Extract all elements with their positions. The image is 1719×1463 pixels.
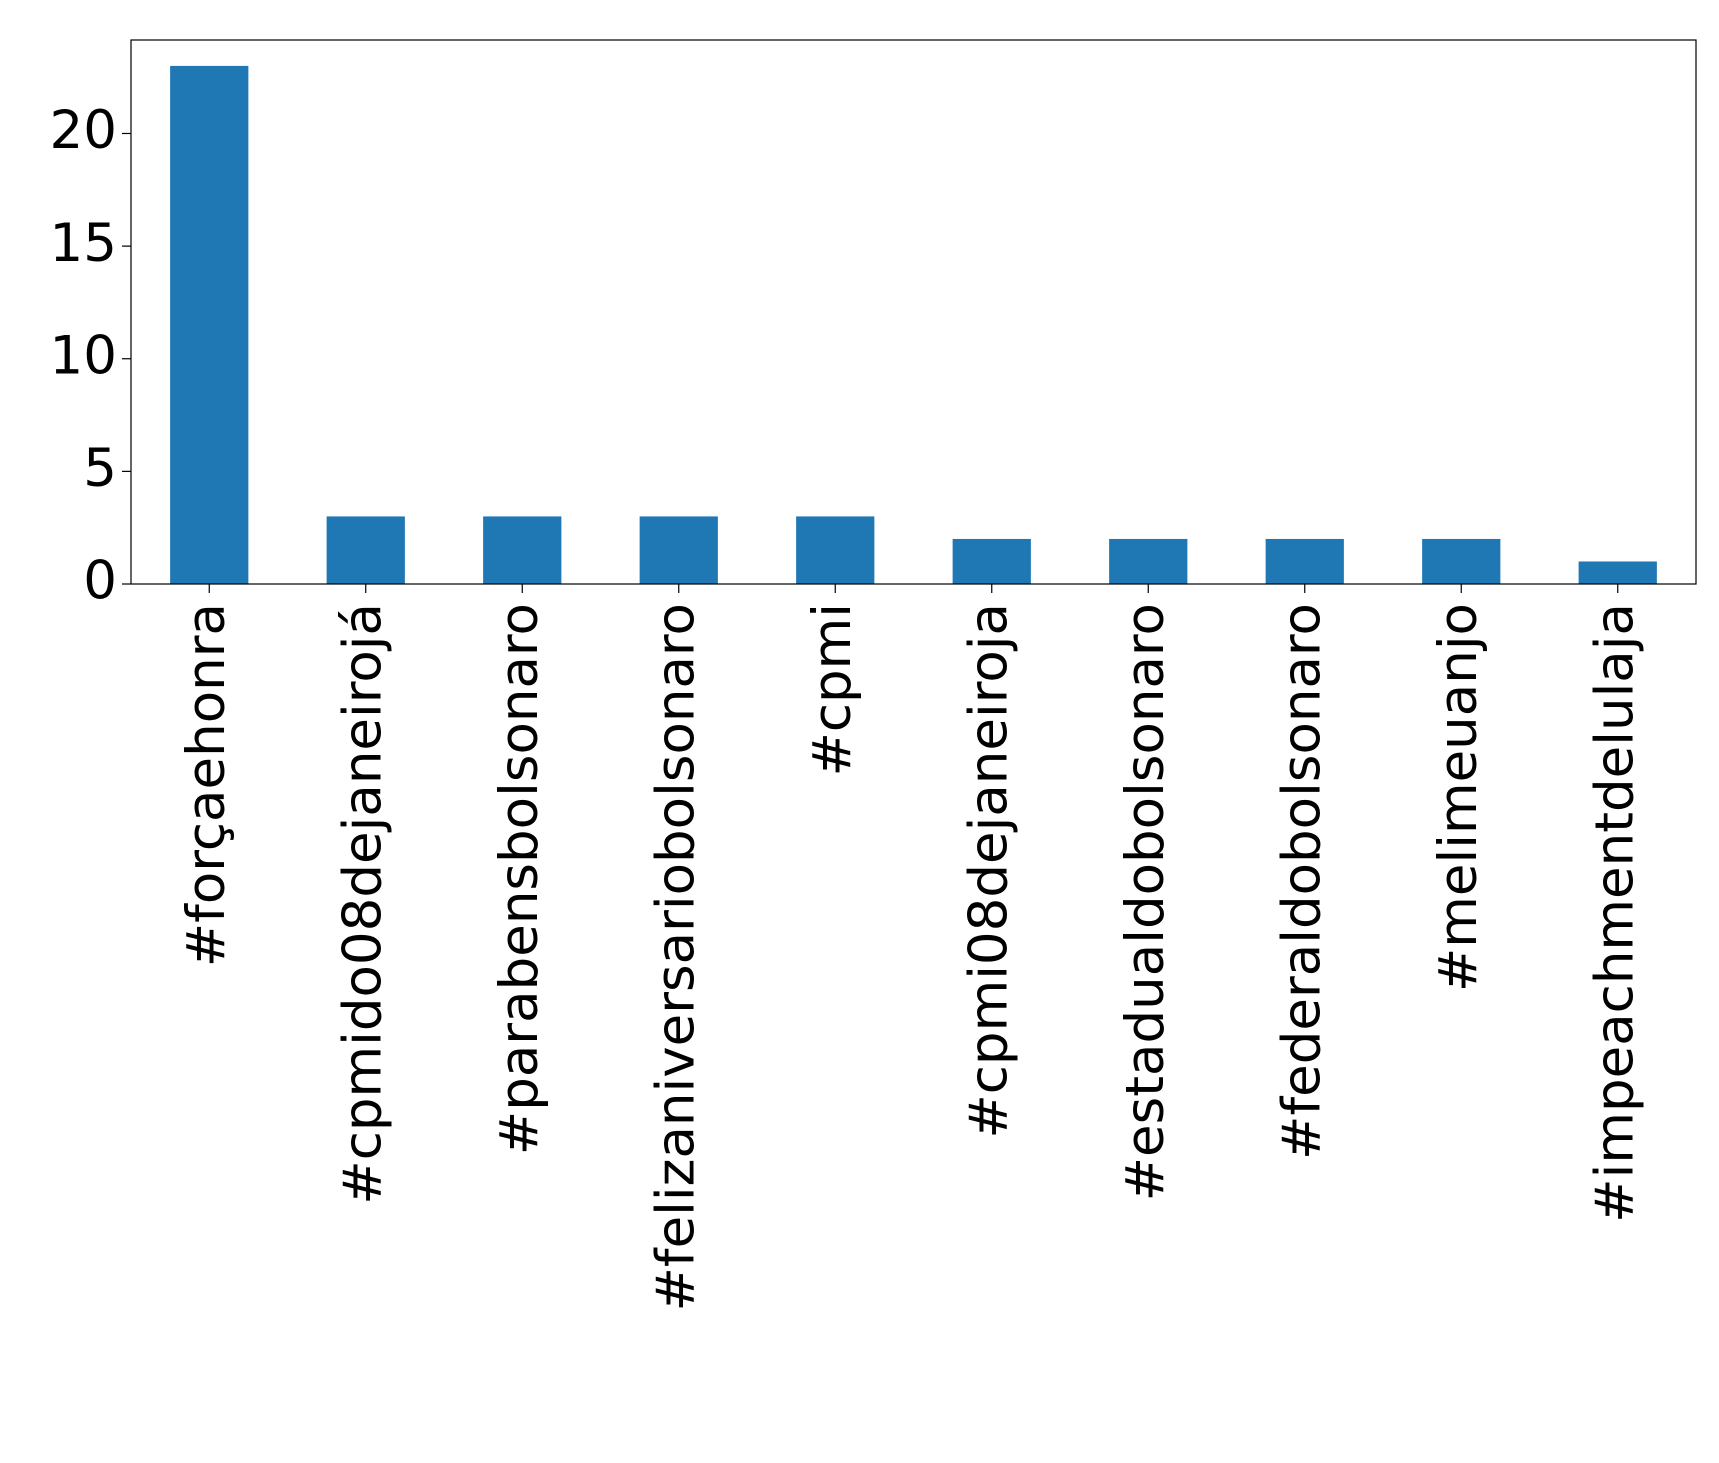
bar bbox=[639, 516, 718, 584]
bar bbox=[170, 65, 249, 584]
x-tick-label: #parabensbolsonaro bbox=[489, 603, 550, 1155]
x-tick-label: #felizaniversariobolsonaro bbox=[645, 603, 706, 1312]
x-tick-label: #cpmido08dejaneirojá bbox=[332, 603, 393, 1205]
x-tick-label: #federaldobolsonaro bbox=[1271, 603, 1332, 1160]
bar bbox=[326, 516, 405, 584]
x-tick-label: #cpmi bbox=[802, 603, 863, 777]
bar bbox=[1265, 538, 1344, 584]
x-tick-label: #estadualdobolsonaro bbox=[1115, 603, 1176, 1201]
bar bbox=[796, 516, 875, 584]
y-tick-label: 20 bbox=[50, 100, 117, 161]
y-tick-label: 5 bbox=[83, 438, 117, 499]
x-tick-label: #impeachmentdelulaja bbox=[1584, 603, 1645, 1223]
bar bbox=[1109, 538, 1188, 584]
x-tick-label: #melimeuanjo bbox=[1428, 603, 1489, 992]
y-tick-label: 15 bbox=[50, 213, 117, 274]
y-tick-label: 10 bbox=[50, 325, 117, 386]
x-tick-label: #forçaehonra bbox=[176, 603, 237, 967]
plot-frame bbox=[130, 39, 1697, 585]
bar bbox=[952, 538, 1031, 584]
x-tick-label: #cpmi08dejaneiroja bbox=[958, 603, 1019, 1139]
bar bbox=[483, 516, 562, 584]
y-tick-label: 0 bbox=[83, 551, 117, 612]
bar bbox=[1578, 561, 1657, 584]
bar bbox=[1422, 538, 1501, 584]
